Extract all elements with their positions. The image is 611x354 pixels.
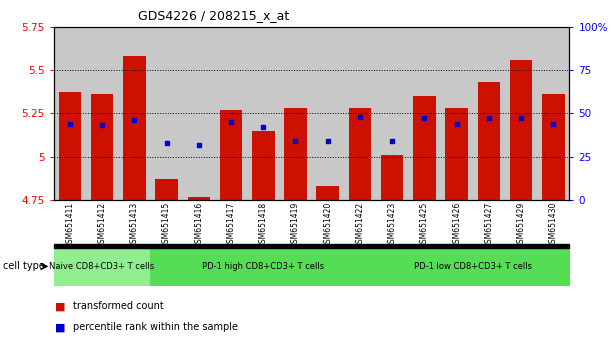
Bar xyxy=(91,94,114,200)
Bar xyxy=(478,82,500,200)
Text: percentile rank within the sample: percentile rank within the sample xyxy=(73,322,238,332)
Bar xyxy=(86,27,118,200)
Bar xyxy=(349,108,371,200)
Bar xyxy=(505,27,537,200)
Bar xyxy=(510,59,532,200)
Text: PD-1 high CD8+CD3+ T cells: PD-1 high CD8+CD3+ T cells xyxy=(202,262,324,271)
Bar xyxy=(54,27,86,200)
Bar xyxy=(123,56,145,200)
Bar xyxy=(473,27,505,200)
Bar xyxy=(150,27,183,200)
Bar xyxy=(312,27,344,200)
Bar xyxy=(155,179,178,200)
Bar xyxy=(376,27,408,200)
Text: ■: ■ xyxy=(55,322,65,332)
Bar xyxy=(119,27,150,200)
Bar xyxy=(247,27,279,200)
Bar xyxy=(215,27,247,200)
Text: ■: ■ xyxy=(55,301,65,311)
Bar xyxy=(279,27,312,200)
Text: GDS4226 / 208215_x_at: GDS4226 / 208215_x_at xyxy=(138,9,290,22)
Bar xyxy=(542,94,565,200)
Bar xyxy=(445,108,468,200)
Text: transformed count: transformed count xyxy=(73,301,164,311)
Bar xyxy=(537,27,569,200)
Bar xyxy=(408,27,441,200)
Text: Naive CD8+CD3+ T cells: Naive CD8+CD3+ T cells xyxy=(49,262,155,271)
Bar xyxy=(441,27,473,200)
Bar xyxy=(183,27,215,200)
Bar xyxy=(220,110,243,200)
Bar xyxy=(413,96,436,200)
Bar xyxy=(316,186,339,200)
Bar xyxy=(284,108,307,200)
Bar xyxy=(59,92,81,200)
Bar xyxy=(188,196,210,200)
Bar xyxy=(344,27,376,200)
Bar xyxy=(252,131,274,200)
Bar xyxy=(381,155,403,200)
Text: PD-1 low CD8+CD3+ T cells: PD-1 low CD8+CD3+ T cells xyxy=(414,262,532,271)
Text: cell type: cell type xyxy=(3,261,45,272)
